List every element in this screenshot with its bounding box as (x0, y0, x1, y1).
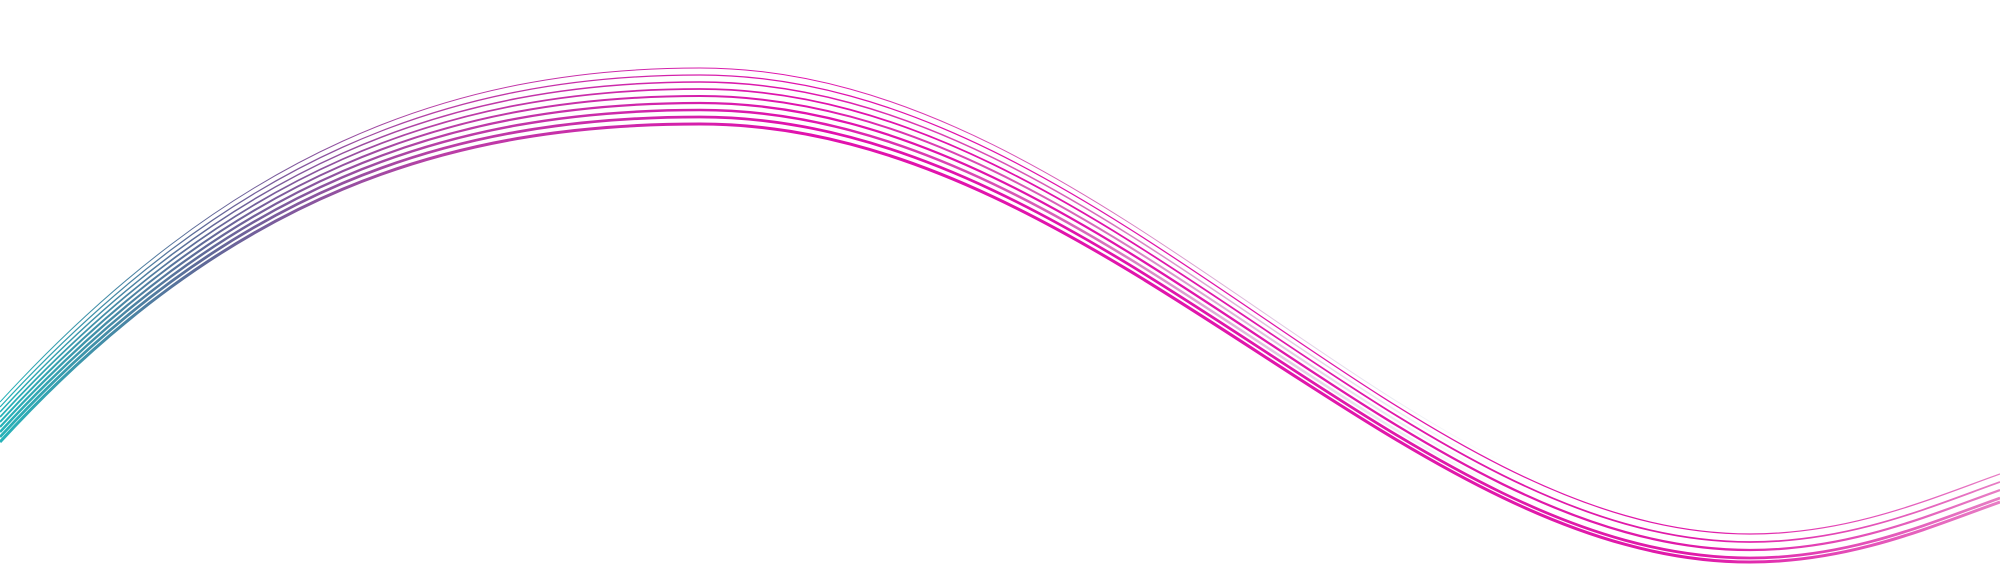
wave-line (0, 74, 2000, 535)
wave-line (0, 88, 2000, 543)
wave-line (0, 115, 2000, 560)
wave-line (0, 81, 2000, 539)
wave-lines (0, 67, 2000, 564)
wave-line (0, 108, 2000, 556)
wave-line (0, 122, 2000, 564)
wave-line (0, 67, 2000, 531)
wave-line (0, 94, 2000, 548)
wave-line (0, 101, 2000, 552)
